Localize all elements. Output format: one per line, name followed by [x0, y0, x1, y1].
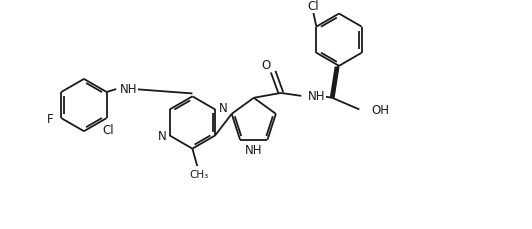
Text: Cl: Cl [103, 124, 114, 137]
Text: N: N [157, 129, 167, 142]
Text: NH: NH [120, 82, 138, 95]
Text: NH: NH [308, 90, 326, 103]
Text: NH: NH [245, 143, 262, 156]
Text: CH₃: CH₃ [189, 169, 209, 179]
Text: O: O [262, 59, 271, 72]
Text: F: F [47, 112, 54, 125]
Text: Cl: Cl [307, 0, 319, 13]
Text: N: N [219, 101, 227, 114]
Text: OH: OH [371, 104, 389, 116]
